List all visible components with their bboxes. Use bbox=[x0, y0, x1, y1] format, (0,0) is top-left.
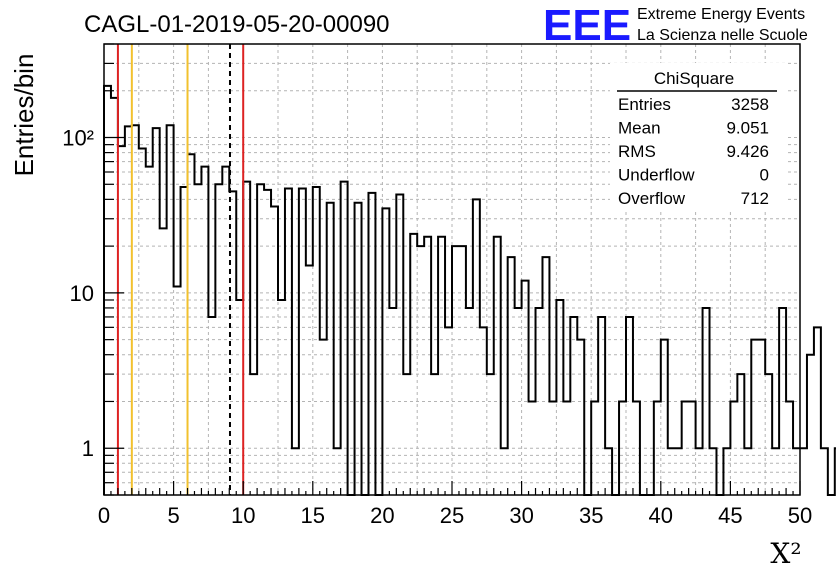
x-tick-label: 20 bbox=[370, 503, 394, 528]
stats-row-label: RMS bbox=[618, 142, 656, 161]
x-axis: 0 5 10 15 20 25 30 35 40 45 50 bbox=[98, 481, 812, 528]
eee-logo: EEE Extreme Energy Events La Scienza nel… bbox=[543, 1, 808, 50]
chart-title: CAGL-01-2019-05-20-00090 bbox=[84, 11, 390, 38]
stats-title: ChiSquare bbox=[654, 69, 734, 88]
y-tick-label: 1 bbox=[82, 436, 94, 461]
reference-lines bbox=[116, 44, 245, 495]
x-tick-label: 15 bbox=[301, 503, 325, 528]
stats-row-value: 0 bbox=[760, 166, 769, 185]
stats-box: ChiSquare Entries 3258 Mean 9.051 RMS 9.426 Un… bbox=[610, 63, 786, 212]
stats-box-background bbox=[610, 63, 786, 212]
y-tick-label: 10 bbox=[70, 281, 94, 306]
x-tick-label: 5 bbox=[167, 503, 179, 528]
stats-row-label: Overflow bbox=[618, 189, 686, 208]
stats-row-value: 9.426 bbox=[726, 142, 769, 161]
x-tick-label: 25 bbox=[440, 503, 464, 528]
stats-rows: Entries 3258 Mean 9.051 RMS 9.426 Underflow 0 Ov… bbox=[618, 95, 769, 208]
x-tick-label: 50 bbox=[788, 503, 812, 528]
x-tick-label: 0 bbox=[98, 503, 110, 528]
stats-row-value: 9.051 bbox=[726, 119, 769, 138]
x-tick-label: 10 bbox=[231, 503, 255, 528]
x-tick-label: 35 bbox=[579, 503, 603, 528]
y-tick-label: 10² bbox=[62, 126, 94, 151]
eee-logo-mark: EEE bbox=[543, 1, 631, 50]
x-axis-label: X² bbox=[770, 537, 801, 570]
histogram-line bbox=[103, 84, 836, 496]
histogram-series bbox=[103, 84, 836, 496]
stats-row-label: Underflow bbox=[618, 166, 695, 185]
x-tick-label: 45 bbox=[718, 503, 742, 528]
eee-logo-line1: Extreme Energy Events bbox=[637, 6, 805, 23]
stats-row-label: Mean bbox=[618, 119, 661, 138]
x-tick-label: 40 bbox=[649, 503, 673, 528]
stats-row-value: 3258 bbox=[731, 95, 769, 114]
x-tick-label: 30 bbox=[509, 503, 533, 528]
eee-logo-line2: La Scienza nelle Scuole bbox=[637, 27, 808, 44]
stats-row-value: 712 bbox=[741, 189, 769, 208]
y-axis-label: Entries/bin bbox=[9, 54, 39, 177]
y-axis: 1 10 10² bbox=[62, 43, 124, 496]
stats-row-label: Entries bbox=[618, 95, 671, 114]
